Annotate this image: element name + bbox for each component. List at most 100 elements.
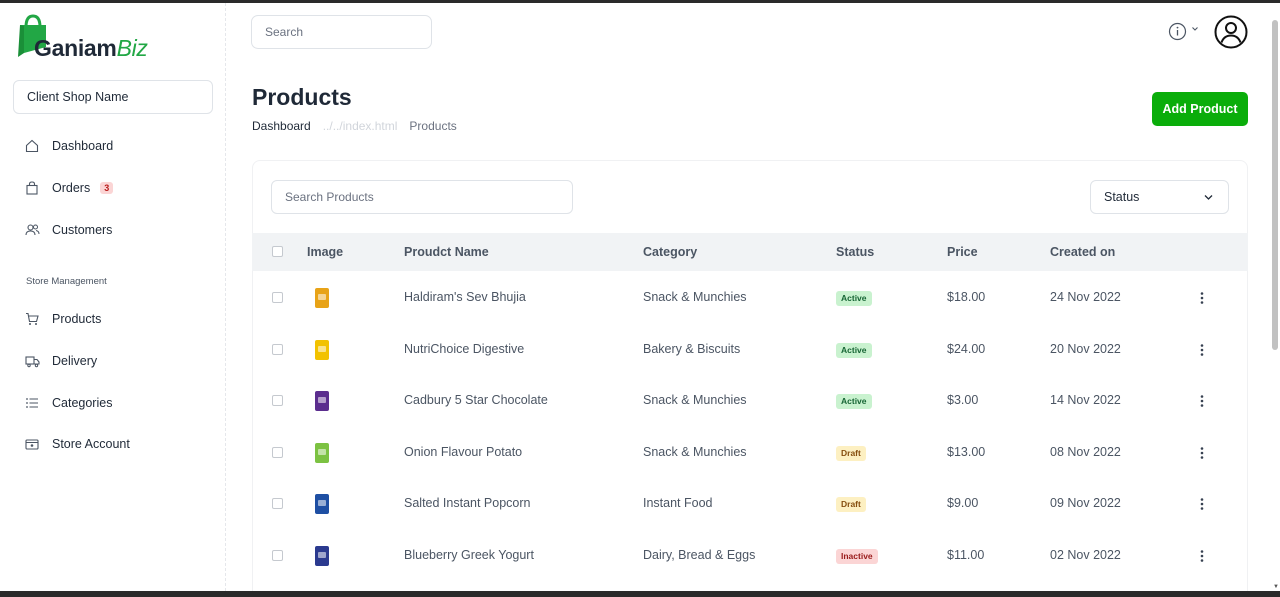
- scroll-down-arrow-icon[interactable]: ▼: [1273, 584, 1279, 590]
- shopping-bag-logo-icon: [18, 14, 46, 57]
- row-checkbox[interactable]: [272, 550, 283, 561]
- sidebar-item-store-account[interactable]: Store Account: [24, 432, 130, 456]
- product-thumbnail[interactable]: [311, 442, 333, 464]
- table-row[interactable]: Cadbury 5 Star Chocolate Snack & Munchies…: [252, 375, 1248, 426]
- sidebar-item-label: Dashboard: [52, 139, 114, 153]
- product-image-icon: [315, 391, 329, 412]
- product-price: $9.00: [947, 496, 979, 511]
- sidebar-item-label: Orders: [52, 181, 91, 195]
- column-header-category[interactable]: Category: [643, 245, 698, 259]
- table-row[interactable]: NutriChoice Digestive Bakery & Biscuits Ac…: [252, 324, 1248, 375]
- product-price: $13.00: [947, 444, 986, 459]
- window-bottom-border: [0, 591, 1280, 597]
- column-header-price[interactable]: Price: [947, 245, 978, 259]
- product-created-date: 08 Nov 2022: [1050, 444, 1121, 459]
- row-checkbox[interactable]: [272, 292, 283, 303]
- column-header-image: Image: [307, 245, 344, 259]
- help-menu[interactable]: [1168, 22, 1200, 41]
- product-name[interactable]: Onion Flavour Potato: [404, 444, 523, 459]
- status-filter-select[interactable]: Status: [1090, 180, 1229, 214]
- product-name[interactable]: Blueberry Greek Yogurt: [404, 548, 534, 562]
- product-image-icon: [315, 546, 329, 566]
- product-thumbnail[interactable]: [311, 545, 333, 567]
- page-scrollbar[interactable]: [1272, 20, 1278, 350]
- product-name[interactable]: NutriChoice Digestive: [404, 341, 525, 356]
- sidebar-item-delivery[interactable]: Delivery: [24, 349, 97, 373]
- chevron-down-icon: [1204, 195, 1213, 200]
- global-search-input[interactable]: Search: [251, 15, 432, 49]
- table-row[interactable]: Onion Flavour Potato Snack & Munchies Draf…: [252, 427, 1248, 478]
- product-image-icon: [315, 442, 329, 463]
- product-category: Instant Food: [643, 496, 713, 511]
- product-name[interactable]: Haldiram's Sev Bhujia: [404, 290, 526, 304]
- product-created-date: 24 Nov 2022: [1050, 290, 1121, 304]
- status-badge: Inactive: [836, 549, 878, 564]
- row-checkbox[interactable]: [272, 395, 283, 407]
- window-top-border: [0, 0, 1280, 3]
- sidebar-item-products[interactable]: Products: [24, 307, 101, 331]
- status-badge: Active: [836, 291, 872, 306]
- column-header-status[interactable]: Status: [836, 245, 875, 259]
- status-badge: Active: [836, 394, 872, 410]
- breadcrumb-current: Products: [409, 119, 457, 133]
- product-category: Snack & Munchies: [643, 444, 747, 459]
- brand-name: GaniamBiz: [34, 35, 148, 61]
- bag-icon: [24, 180, 40, 196]
- column-header-created[interactable]: Created on: [1050, 245, 1116, 259]
- sidebar-item-label: Store Account: [52, 437, 130, 451]
- product-thumbnail[interactable]: [311, 339, 333, 361]
- list-icon: [24, 395, 40, 411]
- select-all-checkbox[interactable]: [272, 246, 283, 257]
- user-avatar-icon[interactable]: [1214, 15, 1248, 49]
- product-status: Inactive: [836, 530, 878, 581]
- product-created-date: 20 Nov 2022: [1050, 341, 1121, 356]
- shop-name-field[interactable]: Client Shop Name: [13, 80, 213, 114]
- page-title: Products: [252, 84, 352, 110]
- sidebar-item-categories[interactable]: Categories: [24, 391, 112, 415]
- product-image-icon: [315, 288, 329, 308]
- more-options-icon[interactable]: [1198, 394, 1206, 408]
- row-checkbox[interactable]: [272, 498, 283, 510]
- more-options-icon[interactable]: [1198, 446, 1206, 460]
- sidebar-item-dashboard[interactable]: Dashboard: [24, 134, 113, 158]
- row-checkbox[interactable]: [272, 446, 283, 458]
- product-status: Draft: [836, 427, 866, 478]
- product-price: $24.00: [947, 341, 986, 356]
- sidebar-item-orders[interactable]: Orders 3: [24, 176, 114, 200]
- product-price: $3.00: [947, 393, 979, 408]
- product-category: Dairy, Bread & Eggs: [643, 548, 756, 562]
- product-category: Snack & Munchies: [643, 290, 747, 304]
- sidebar-item-label: Products: [52, 312, 102, 326]
- more-options-icon[interactable]: [1198, 343, 1206, 357]
- truck-icon: [24, 353, 40, 369]
- more-options-icon[interactable]: [1198, 497, 1206, 511]
- home-icon: [24, 138, 40, 154]
- status-badge: Draft: [836, 445, 866, 461]
- product-category: Snack & Munchies: [643, 393, 747, 408]
- status-badge: Active: [836, 342, 872, 358]
- product-status: Active: [836, 272, 872, 323]
- product-thumbnail[interactable]: [311, 493, 333, 515]
- product-image-icon: [315, 339, 329, 360]
- product-search-input[interactable]: Search Products: [271, 180, 573, 214]
- sidebar-item-customers[interactable]: Customers: [24, 218, 112, 242]
- table-header: Image Proudct Name Category Status Price…: [252, 233, 1248, 271]
- column-header-name[interactable]: Proudct Name: [404, 245, 489, 259]
- breadcrumb-index-link[interactable]: ../../index.html: [322, 119, 398, 133]
- more-options-icon[interactable]: [1198, 549, 1206, 563]
- table-row[interactable]: Haldiram's Sev Bhujia Snack & Munchies Act…: [252, 272, 1248, 323]
- product-thumbnail[interactable]: [311, 287, 333, 309]
- users-icon: [24, 222, 40, 238]
- status-badge: Draft: [836, 497, 866, 513]
- add-product-button[interactable]: Add Product: [1152, 92, 1248, 126]
- product-created-date: 02 Nov 2022: [1050, 548, 1121, 562]
- products-card: [252, 160, 1248, 597]
- product-thumbnail[interactable]: [311, 390, 333, 412]
- table-row[interactable]: Blueberry Greek Yogurt Dairy, Bread & Egg…: [252, 530, 1248, 581]
- product-name[interactable]: Salted Instant Popcorn: [404, 496, 531, 511]
- more-options-icon[interactable]: [1198, 291, 1206, 305]
- breadcrumb-dashboard[interactable]: Dashboard: [252, 119, 311, 133]
- row-checkbox[interactable]: [272, 343, 283, 355]
- table-row[interactable]: Salted Instant Popcorn Instant Food Draft $…: [252, 478, 1248, 529]
- product-name[interactable]: Cadbury 5 Star Chocolate: [404, 393, 548, 408]
